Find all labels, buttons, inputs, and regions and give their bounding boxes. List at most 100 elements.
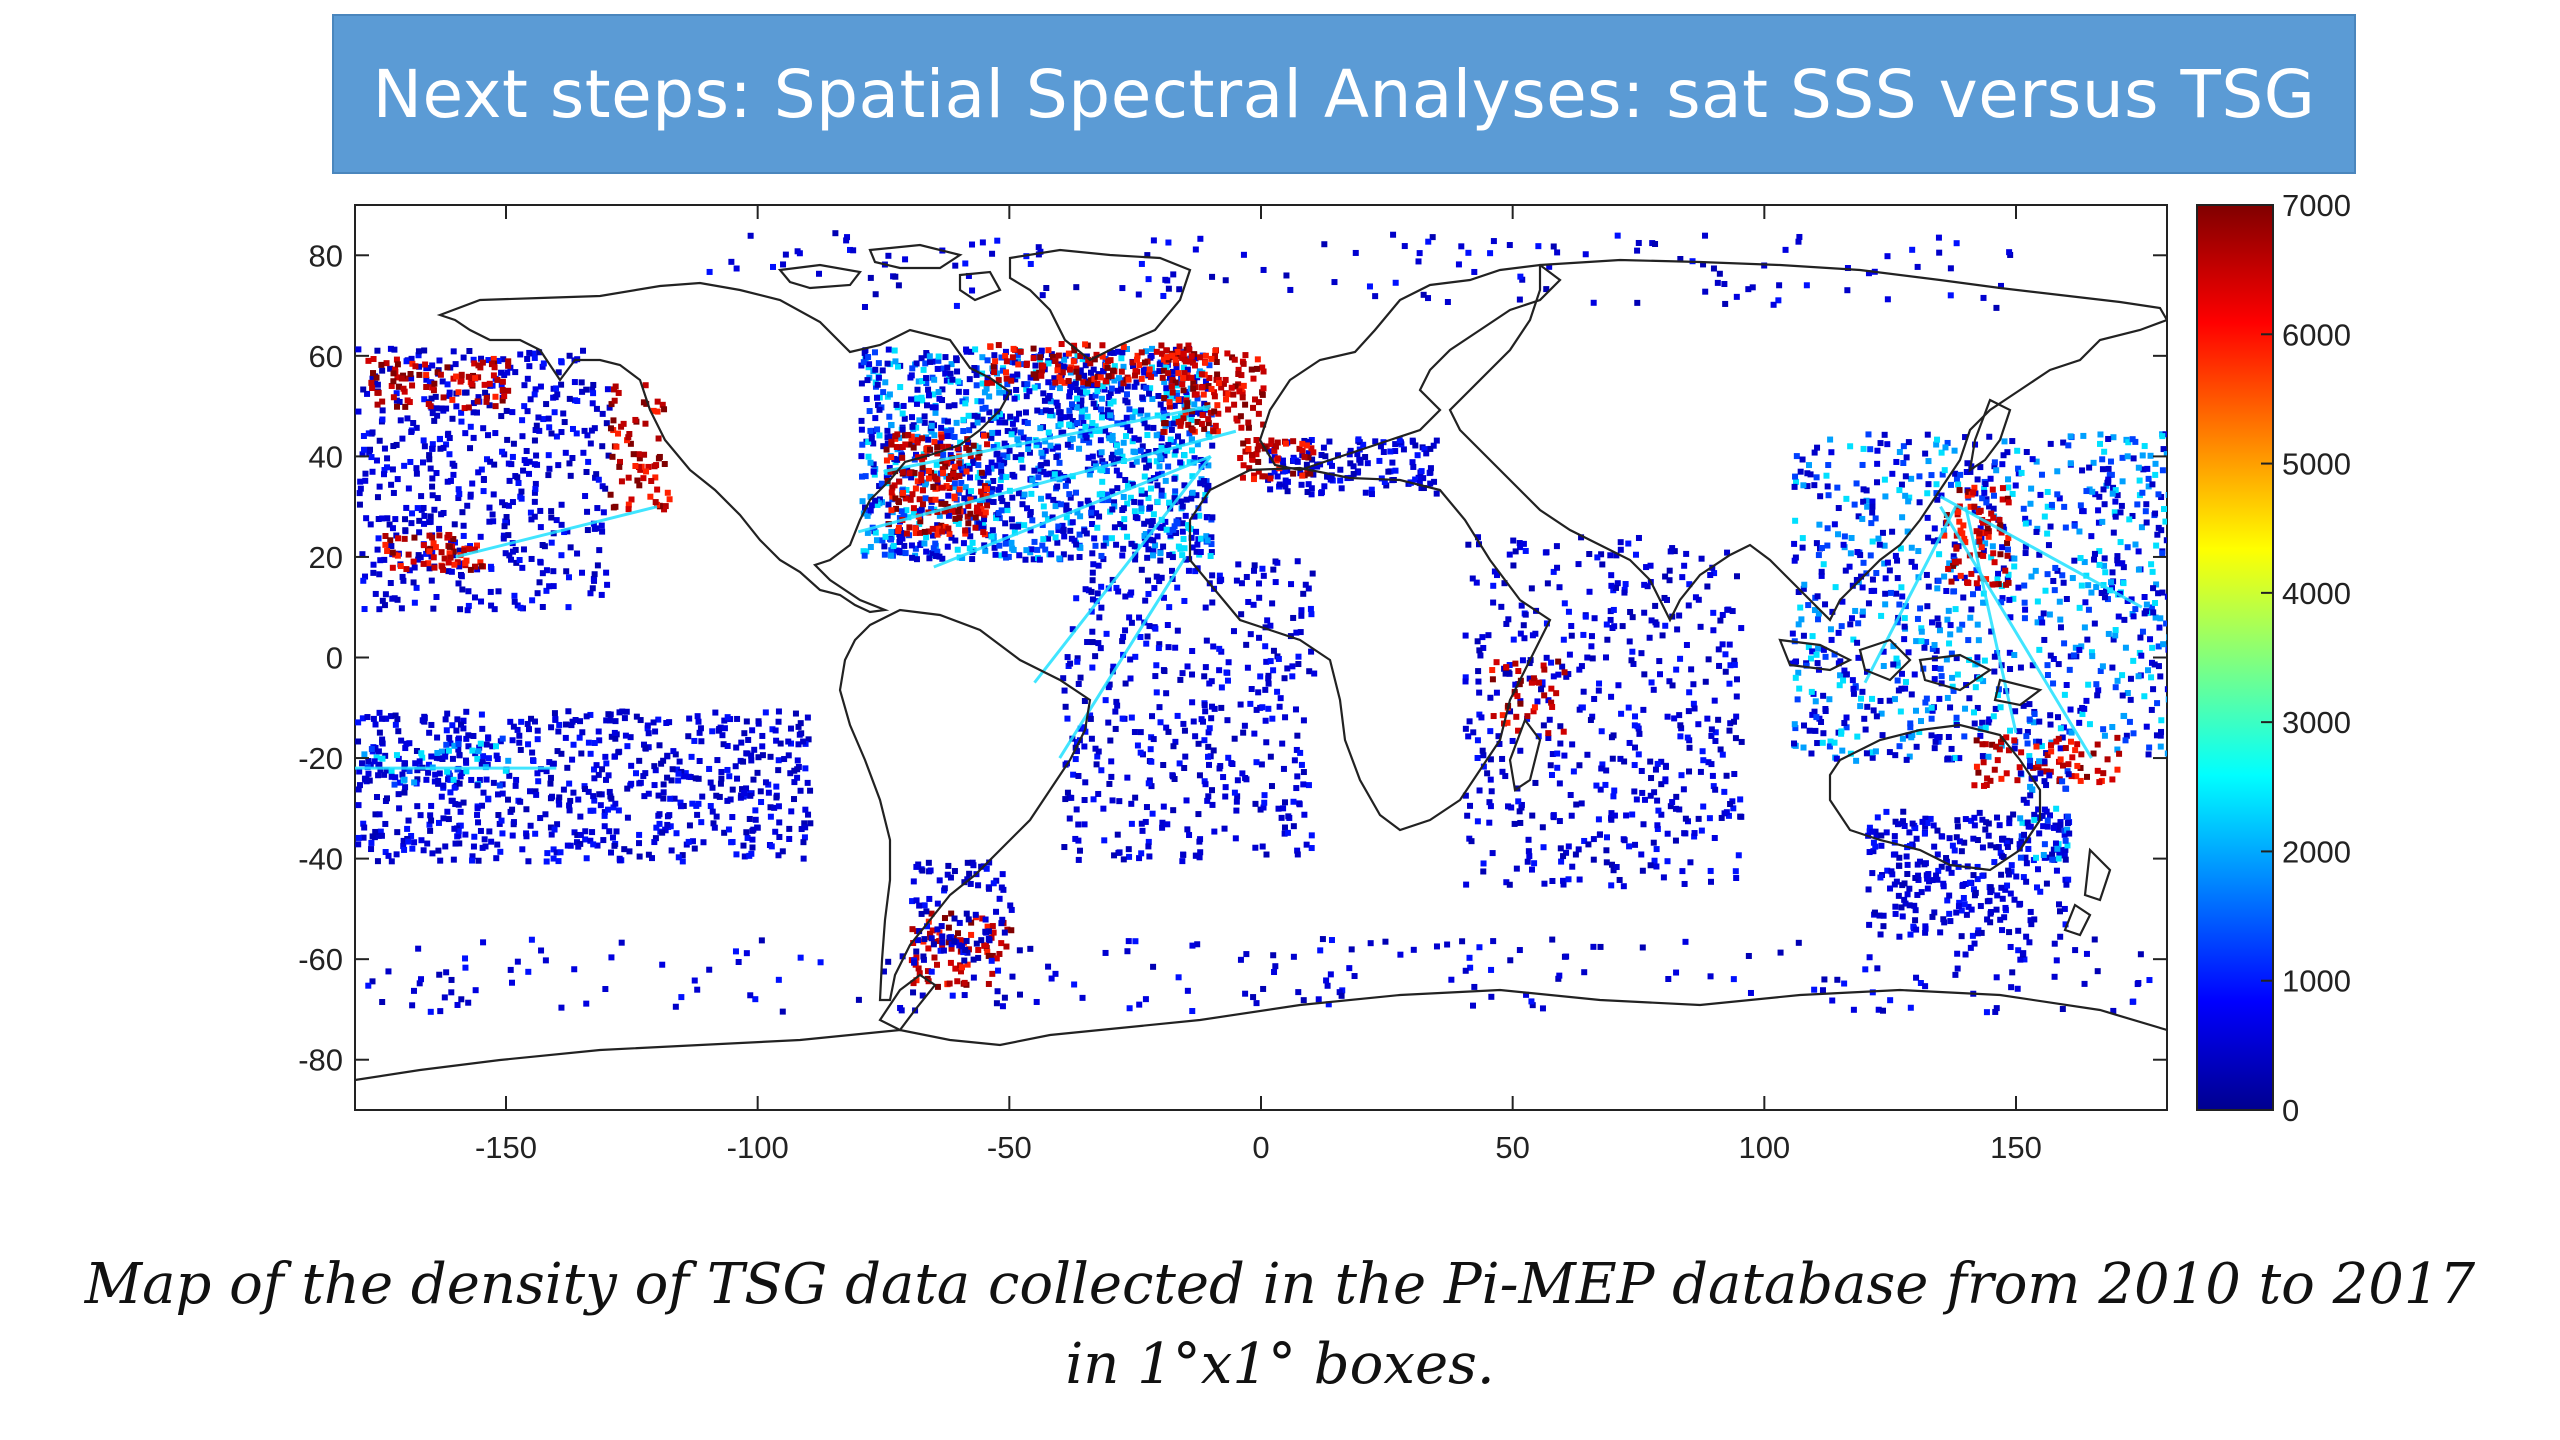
density-cell: [598, 522, 605, 529]
density-cell: [640, 399, 647, 406]
density-cell: [1274, 473, 1281, 480]
density-cell: [1305, 450, 1312, 457]
density-cell: [558, 552, 565, 559]
density-cell: [755, 754, 762, 761]
density-cell: [1084, 380, 1091, 387]
density-cell: [1163, 724, 1170, 731]
density-cell: [1611, 812, 1618, 819]
density-cell: [925, 528, 932, 535]
density-cell: [1215, 380, 1222, 387]
density-cell: [1124, 500, 1131, 507]
density-cell: [1161, 378, 1168, 385]
density-cell: [1087, 360, 1094, 367]
density-cell: [1069, 422, 1076, 429]
density-cell: [603, 760, 610, 767]
density-cell: [390, 370, 397, 377]
density-cell: [1150, 511, 1157, 518]
density-cell: [1265, 705, 1272, 712]
density-cell: [1062, 352, 1069, 359]
density-cell: [555, 797, 562, 804]
density-cell: [388, 767, 395, 774]
density-cell: [908, 474, 915, 481]
density-cell: [972, 911, 979, 918]
density-cell: [914, 395, 921, 402]
density-cell: [1520, 540, 1527, 547]
density-cell: [1143, 384, 1150, 391]
density-cell: [366, 777, 373, 784]
density-cell: [891, 347, 898, 354]
density-cell: [689, 800, 696, 807]
density-cell: [1608, 693, 1615, 700]
density-cell: [997, 484, 1004, 491]
density-cell: [1181, 727, 1188, 734]
density-cell: [453, 403, 460, 410]
density-cell: [1066, 393, 1073, 400]
density-cell: [431, 564, 438, 571]
density-cell: [1100, 542, 1107, 549]
density-cell: [1514, 693, 1521, 700]
density-cell: [942, 354, 949, 361]
density-cell: [1936, 551, 1943, 558]
density-cell: [446, 435, 453, 442]
density-cell: [405, 838, 412, 845]
density-cell: [401, 462, 408, 469]
density-cell: [967, 510, 974, 517]
density-cell: [1589, 655, 1596, 662]
density-cell: [583, 713, 590, 720]
density-cell: [1160, 367, 1167, 374]
density-cell: [401, 535, 408, 542]
density-cell: [587, 837, 594, 844]
density-cell: [650, 719, 657, 726]
density-cell: [1971, 720, 1978, 727]
density-cell: [1064, 654, 1071, 661]
density-cell: [468, 380, 475, 387]
density-cell: [1189, 544, 1196, 551]
density-cell: [1141, 420, 1148, 427]
density-cell: [607, 491, 614, 498]
density-cell: [482, 389, 489, 396]
density-cell: [1216, 765, 1223, 772]
density-cell: [1242, 401, 1249, 408]
density-cell: [1981, 485, 1988, 492]
density-cell: [1174, 519, 1181, 526]
density-cell: [1060, 675, 1067, 682]
density-cell: [883, 457, 890, 464]
density-cell: [696, 757, 703, 764]
density-cell: [1554, 764, 1561, 771]
density-cell: [1938, 449, 1945, 456]
density-cell: [1512, 660, 1519, 667]
density-cell: [442, 716, 449, 723]
density-cell: [1499, 712, 1506, 719]
density-cell: [524, 375, 531, 382]
density-cell: [1105, 373, 1112, 380]
density-cell: [970, 422, 977, 429]
density-cell: [988, 957, 995, 964]
density-cell: [544, 850, 551, 857]
density-cell: [919, 435, 926, 442]
density-cell: [1152, 625, 1159, 632]
density-cell: [375, 535, 382, 542]
density-cell: [1120, 856, 1127, 863]
density-cell: [1699, 748, 1706, 755]
density-cell: [1555, 658, 1562, 665]
density-cell: [919, 501, 926, 508]
density-cell: [1034, 383, 1041, 390]
density-cell: [1019, 464, 1026, 471]
density-cell: [524, 408, 531, 415]
density-cell: [2006, 649, 2013, 656]
density-cell: [1110, 349, 1117, 356]
density-cell: [982, 509, 989, 516]
density-cell: [1173, 530, 1180, 537]
density-cell: [1726, 680, 1733, 687]
density-cell: [420, 437, 427, 444]
density-cell: [1953, 714, 1960, 721]
density-cell: [562, 721, 569, 728]
density-cell: [958, 479, 965, 486]
density-cell: [954, 546, 961, 553]
density-cell: [956, 942, 963, 949]
density-cell: [1149, 518, 1156, 525]
density-cell: [1081, 527, 1088, 534]
density-cell: [881, 543, 888, 550]
density-cell: [1080, 437, 1087, 444]
density-cell: [685, 838, 692, 845]
